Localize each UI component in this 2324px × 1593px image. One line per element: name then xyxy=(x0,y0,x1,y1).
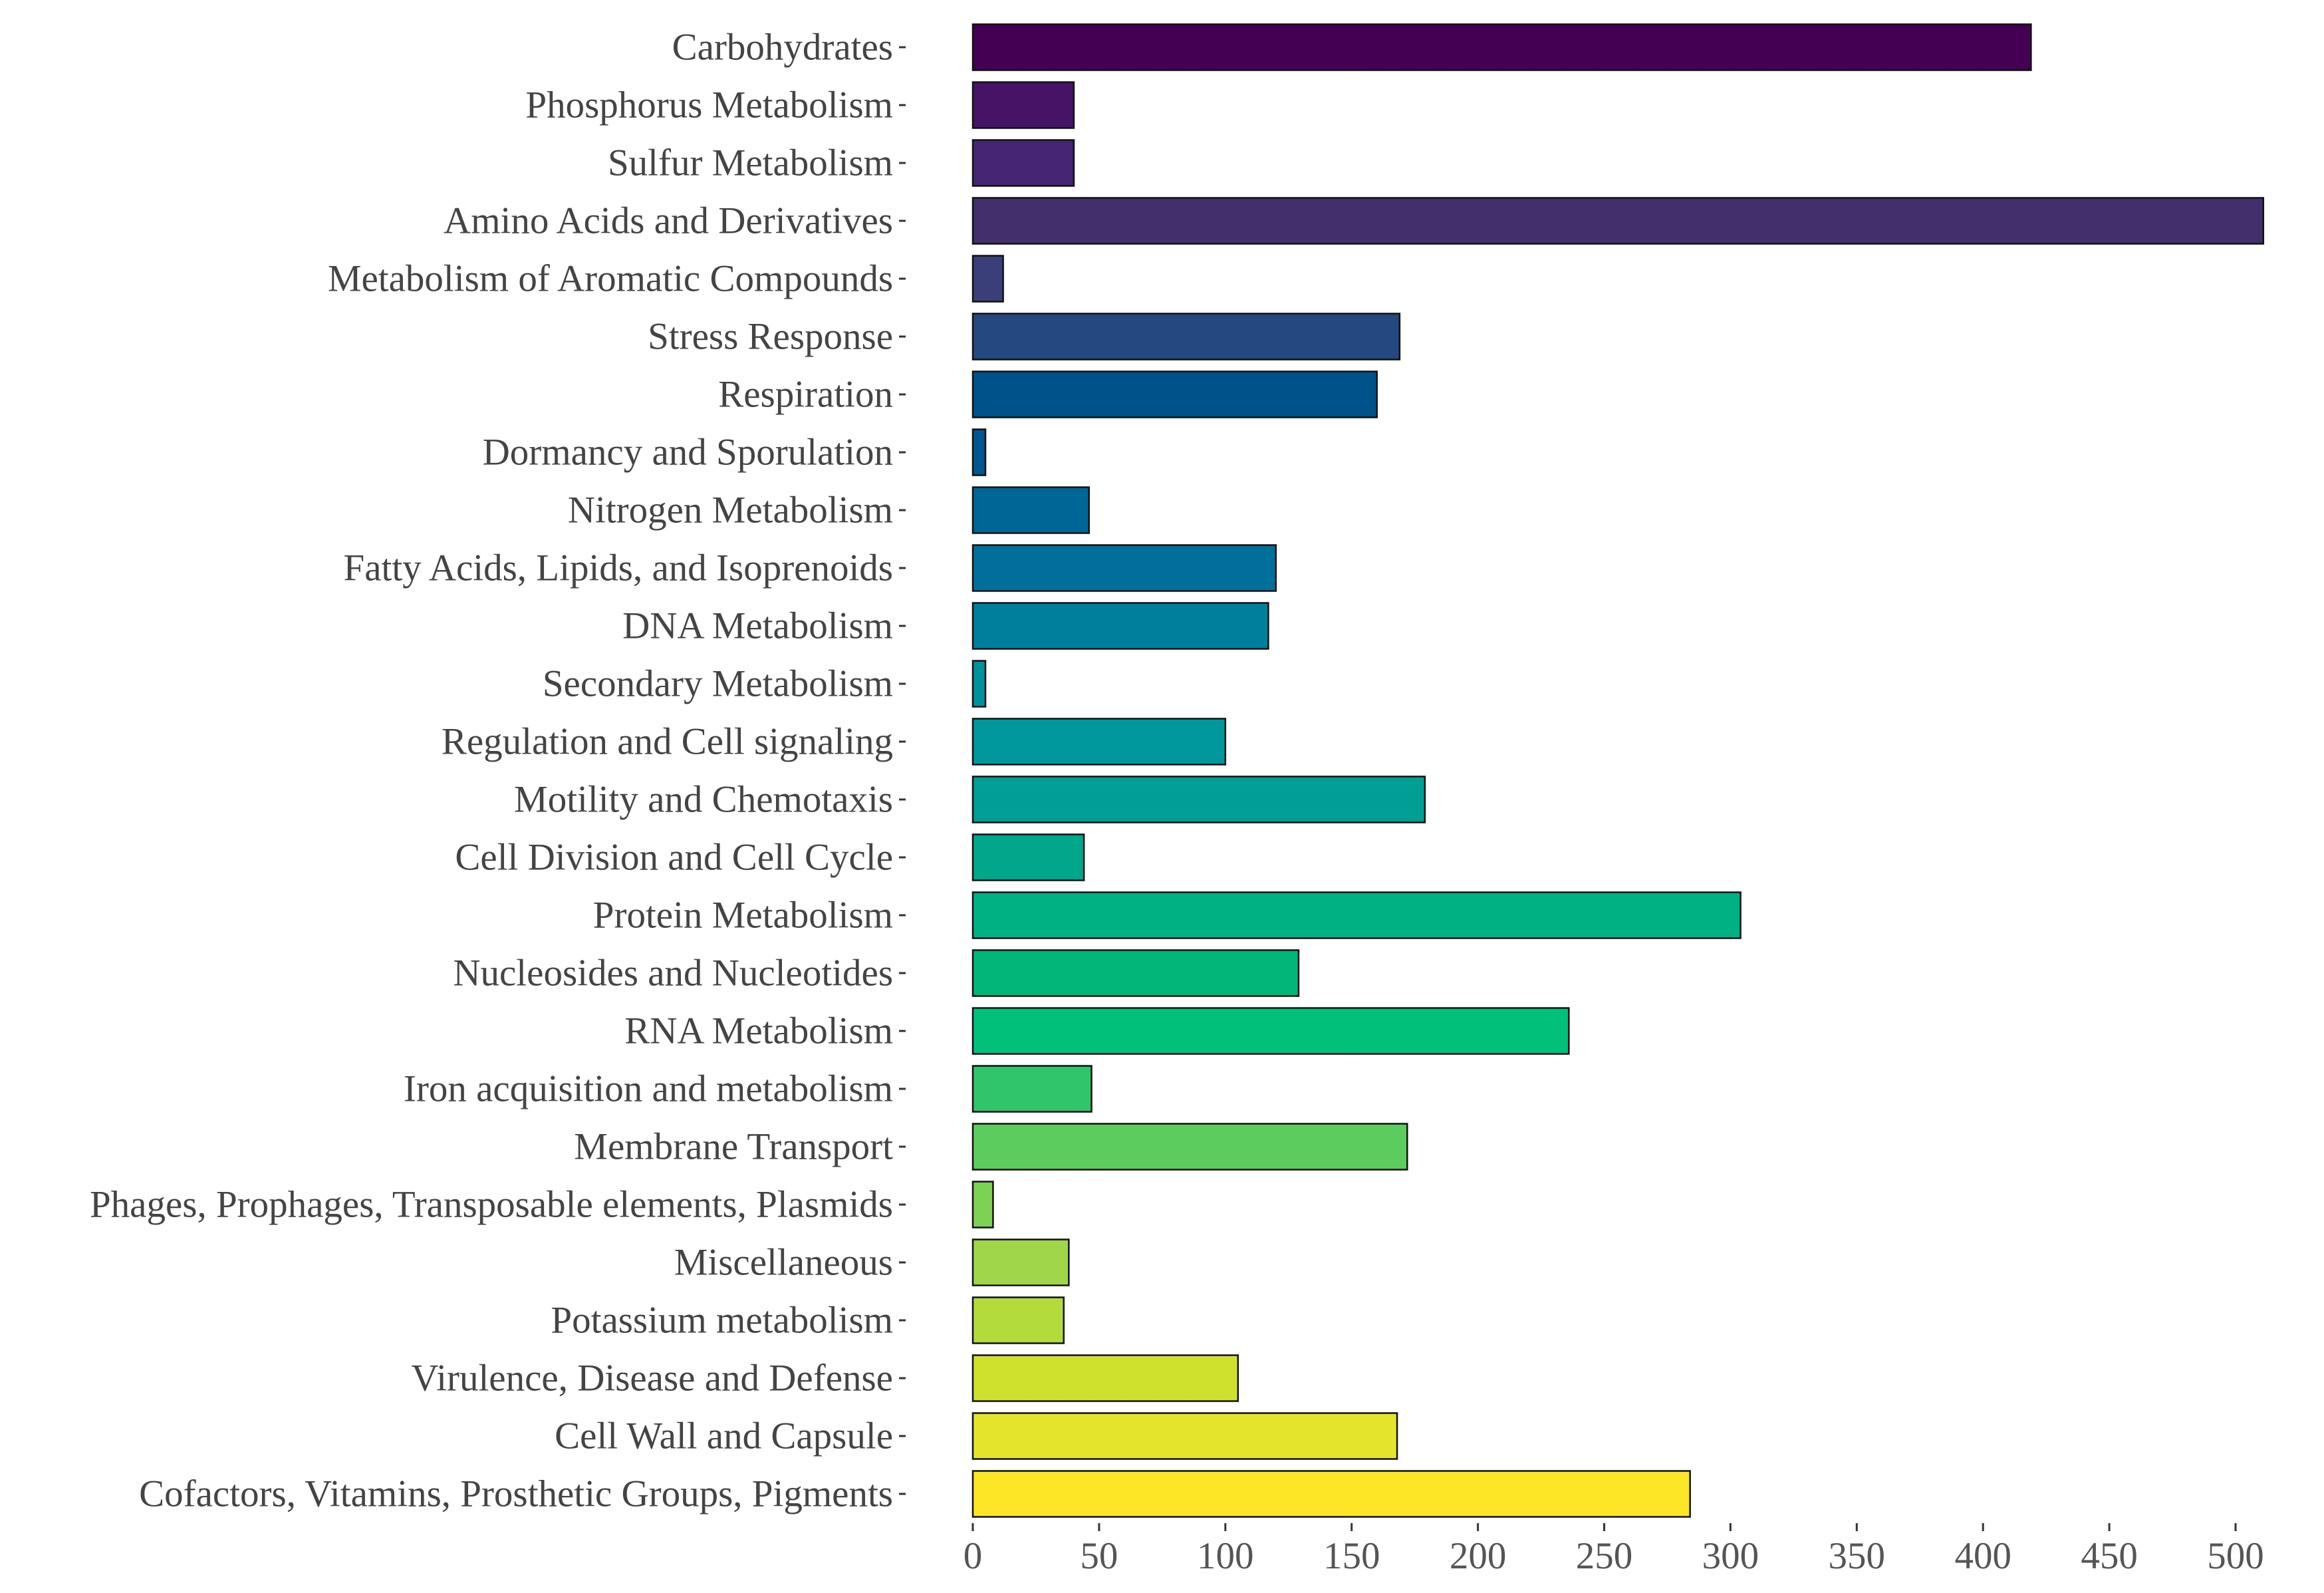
bar-17 xyxy=(971,1007,1570,1055)
category-label: Sulfur Metabolism xyxy=(608,142,893,184)
bar-3 xyxy=(971,197,2265,245)
category-label: Motility and Chemotaxis xyxy=(514,779,893,821)
bar-23 xyxy=(971,1354,1239,1402)
category-label: Secondary Metabolism xyxy=(543,663,893,705)
x-tick-label: 500 xyxy=(2207,1535,2264,1577)
category-label: Membrane Transport xyxy=(574,1126,893,1168)
bar-24 xyxy=(971,1412,1398,1460)
category-label: Amino Acids and Derivatives xyxy=(444,200,893,242)
category-label: Cofactors, Vitamins, Prosthetic Groups, … xyxy=(139,1473,893,1515)
bar-6 xyxy=(971,370,1378,418)
bar-13 xyxy=(971,776,1426,823)
bar-10 xyxy=(971,602,1269,650)
x-tick-label: 250 xyxy=(1576,1535,1633,1577)
category-label: Metabolism of Aromatic Compounds xyxy=(328,258,893,300)
category-label: Cell Wall and Capsule xyxy=(555,1415,893,1457)
x-tick-label: 450 xyxy=(2081,1535,2138,1577)
bar-21 xyxy=(971,1238,1070,1286)
category-label: Dormancy and Sporulation xyxy=(483,432,893,474)
category-label: Regulation and Cell signaling xyxy=(442,721,893,763)
category-label: Cell Division and Cell Cycle xyxy=(455,837,893,879)
category-label: Carbohydrates xyxy=(672,27,893,69)
bars-group xyxy=(971,23,2265,1518)
bar-11 xyxy=(971,660,987,708)
x-tick-label: 100 xyxy=(1197,1535,1254,1577)
bar-2 xyxy=(971,139,1075,187)
x-tick-label: 50 xyxy=(1080,1535,1118,1577)
bar-4 xyxy=(971,255,1004,303)
bar-19 xyxy=(971,1123,1408,1171)
category-label: Miscellaneous xyxy=(674,1242,893,1284)
x-tick-label: 150 xyxy=(1323,1535,1380,1577)
bar-16 xyxy=(971,949,1300,997)
category-label: Virulence, Disease and Defense xyxy=(411,1358,893,1399)
category-label: Respiration xyxy=(718,374,893,416)
bar-8 xyxy=(971,486,1090,534)
bar-22 xyxy=(971,1296,1065,1344)
bar-20 xyxy=(971,1181,994,1229)
category-label: Iron acquisition and metabolism xyxy=(404,1068,893,1110)
category-label: Fatty Acids, Lipids, and Isoprenoids xyxy=(344,547,893,589)
x-tick-label: 200 xyxy=(1450,1535,1507,1577)
category-label: Potassium metabolism xyxy=(551,1300,893,1342)
bar-5 xyxy=(971,313,1401,361)
bar-25 xyxy=(971,1470,1691,1518)
x-tick-label: 300 xyxy=(1702,1535,1759,1577)
bar-9 xyxy=(971,544,1277,592)
category-label: Phages, Prophages, Transposable elements… xyxy=(90,1184,893,1226)
category-labels: Carbohydrates Phosphorus Metabolism Sulfur… xyxy=(90,27,906,1515)
x-axis: 0 50 100 150 200 250 300 350 400 450 500 xyxy=(964,1523,2264,1577)
bar-15 xyxy=(971,891,1742,939)
category-label: Phosphorus Metabolism xyxy=(525,84,893,126)
category-label: Nitrogen Metabolism xyxy=(568,490,893,531)
category-label: Protein Metabolism xyxy=(593,895,893,937)
x-tick-label: 400 xyxy=(1954,1535,2011,1577)
bar-18 xyxy=(971,1065,1093,1113)
x-tick-label: 350 xyxy=(1829,1535,1886,1577)
bar-12 xyxy=(971,718,1227,766)
category-label: Nucleosides and Nucleotides xyxy=(453,952,893,994)
bar-14 xyxy=(971,833,1085,881)
x-tick-label: 0 xyxy=(964,1535,983,1577)
category-label: Stress Response xyxy=(648,316,893,358)
category-label: DNA Metabolism xyxy=(622,605,893,647)
bar-1 xyxy=(971,81,1075,129)
category-label: RNA Metabolism xyxy=(624,1010,893,1052)
bar-0 xyxy=(971,23,2032,71)
bar-7 xyxy=(971,428,987,476)
